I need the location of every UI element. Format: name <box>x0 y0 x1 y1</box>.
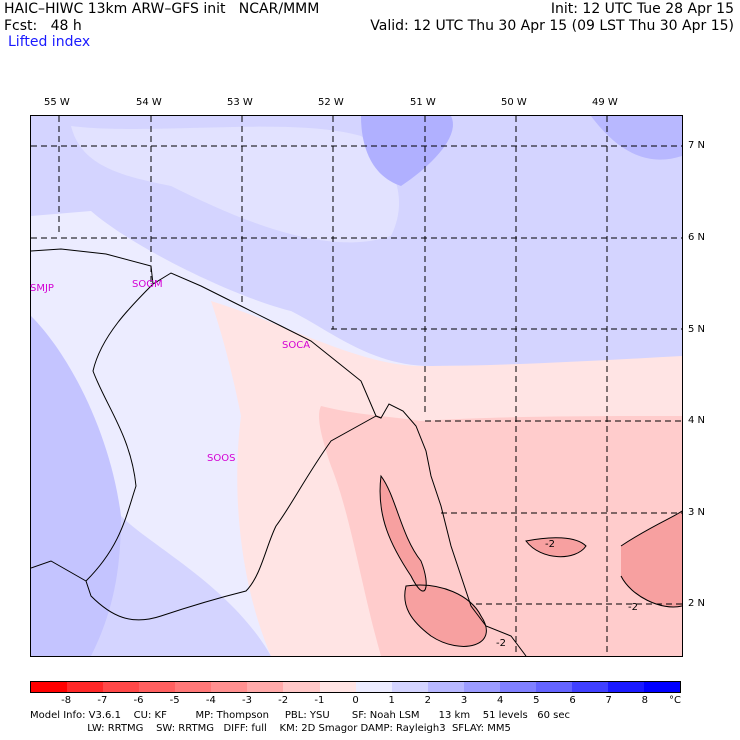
contour-line-1 <box>379 474 427 592</box>
lon-label-53w: 53 W <box>227 97 253 108</box>
field-blue-west <box>31 316 124 656</box>
colorbar-tick-label: 3 <box>460 695 468 706</box>
map-canvas: -2 -2 -2 <box>31 116 682 656</box>
lifted-index-map: -2 -2 -2 <box>30 115 683 657</box>
lat-label-4n: 4 N <box>688 415 706 426</box>
colorbar-segment <box>499 682 536 692</box>
model-info-line1: Model Info: V3.6.1 CU: KF MP: Thompson P… <box>30 710 570 721</box>
colorbar-segment <box>139 682 176 692</box>
colorbar-segment <box>103 682 140 692</box>
station-smjp: SMJP <box>30 283 54 294</box>
lat-label-5n: 5 N <box>688 324 706 335</box>
colorbar-tick-label: -4 <box>205 695 216 706</box>
colorbar-segment <box>427 682 464 692</box>
colorbar-segment <box>319 682 356 692</box>
model-info-line2: LW: RRTMG SW: RRTMG DIFF: full KM: 2D Sm… <box>30 723 511 734</box>
colorbar-tick-label: 7 <box>605 695 612 706</box>
lon-label-52w: 52 W <box>318 97 344 108</box>
border-line-east <box>375 415 382 419</box>
colorbar-segment <box>31 682 68 692</box>
colorbar-tick-label: -3 <box>242 695 252 706</box>
lon-label-55w: 55 W <box>44 97 70 108</box>
field-blue-light-patch <box>71 126 400 243</box>
colorbar-tick-label: 1 <box>388 695 395 706</box>
field-red-patch-1 <box>380 476 427 592</box>
colorbar-segment <box>463 682 500 692</box>
colorbar-segment <box>608 682 645 692</box>
contour-line-3 <box>525 537 587 558</box>
field-red-patch-4 <box>621 511 682 607</box>
field-name: Lifted index <box>8 34 91 50</box>
lon-label-54w: 54 W <box>136 97 162 108</box>
lon-label-50w: 50 W <box>501 97 527 108</box>
field-light-red <box>319 406 682 656</box>
station-soca: SOCA <box>282 340 311 351</box>
lat-label-6n: 6 N <box>688 232 706 243</box>
contour-line-2 <box>404 584 487 647</box>
lat-label-2n: 2 N <box>688 598 706 609</box>
lat-lon-grid <box>31 116 682 656</box>
colorbar-segment <box>644 682 681 692</box>
colorbar-segment <box>175 682 212 692</box>
colorbar <box>30 681 681 693</box>
field-blue-deep-patch <box>361 116 453 186</box>
field-blue-ne-patch <box>591 116 682 160</box>
contour-label-1: -2 <box>545 539 555 550</box>
lat-label-7n: 7 N <box>688 140 706 151</box>
colorbar-tick-label: 6 <box>569 695 576 706</box>
colorbar-segment <box>391 682 428 692</box>
contour-label-2: -2 <box>628 602 638 613</box>
colorbar-tick-label: 8 <box>641 695 649 706</box>
colorbar-tick-label: -1 <box>314 695 325 706</box>
contour-line-4 <box>620 510 682 608</box>
colorbar-segment <box>355 682 392 692</box>
colorbar-tick-label: -5 <box>169 695 180 706</box>
colorbar-tick-label: 4 <box>496 695 504 706</box>
colorbar-segment <box>247 682 284 692</box>
colorbar-tick-label: -8 <box>61 695 72 706</box>
lon-label-49w: 49 W <box>592 97 618 108</box>
colorbar-unit: °C <box>669 695 681 706</box>
colorbar-segment <box>67 682 104 692</box>
field-red-patch-3 <box>526 537 586 557</box>
lat-label-3n: 3 N <box>688 507 706 518</box>
station-soos: SOOS <box>207 453 236 464</box>
colorbar-tick-label: -2 <box>278 695 289 706</box>
colorbar-segment <box>283 682 320 692</box>
valid-time: Valid: 12 UTC Thu 30 Apr 15 (09 LST Thu … <box>370 18 734 34</box>
colorbar-segment <box>571 682 608 692</box>
contour-label-3: -2 <box>496 638 506 649</box>
init-time: Init: 12 UTC Tue 28 Apr 15 <box>550 1 734 17</box>
colorbar-tick-label: 5 <box>533 695 540 706</box>
lon-label-51w: 51 W <box>410 97 436 108</box>
forecast-hour: Fcst: 48 h <box>4 18 82 34</box>
station-sogm: SOGM <box>132 279 163 290</box>
colorbar-tick-label: 0 <box>352 695 359 706</box>
model-title: HAIC–HIWC 13km ARW–GFS init NCAR/MMM <box>4 1 320 17</box>
colorbar-tick-label: -6 <box>133 695 144 706</box>
border-line <box>85 283 377 621</box>
colorbar-segment <box>535 682 572 692</box>
colorbar-tick-label: 2 <box>424 695 432 706</box>
border-line-west <box>31 560 87 582</box>
field-blue-southwest <box>91 516 271 656</box>
colorbar-segment <box>211 682 248 692</box>
colorbar-tick-label: -7 <box>97 695 108 706</box>
